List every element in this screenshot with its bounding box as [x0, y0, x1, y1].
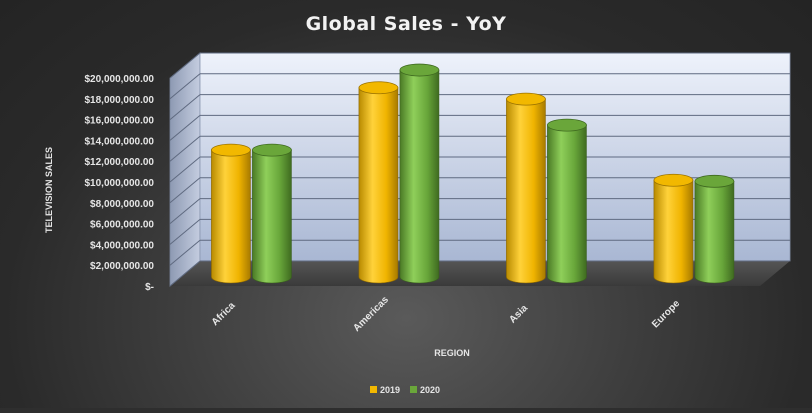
bar-body: [506, 98, 546, 284]
x-axis-ticks: Africa Americas Asia Europe: [210, 294, 683, 334]
y-tick-label: $2,000,000.00: [90, 261, 154, 272]
bar: [358, 81, 399, 284]
bar-body: [653, 179, 694, 284]
bar-top: [252, 143, 292, 157]
gridline-side: [169, 156, 201, 183]
y-tick-label: $6,000,000.00: [90, 220, 154, 231]
gridline-side: [169, 177, 201, 204]
legend-label: 2020: [420, 385, 440, 395]
bar-top: [653, 173, 694, 187]
gridline-side: [169, 198, 201, 224]
y-tick-label: $20,000,000.00: [84, 74, 154, 85]
y-tick-label: $18,000,000.00: [84, 95, 154, 106]
legend-swatch: [410, 386, 417, 393]
y-tick-label: $4,000,000.00: [90, 240, 154, 251]
bar-top: [547, 118, 587, 132]
legend-label: 2019: [380, 385, 400, 395]
bar-body: [547, 124, 587, 284]
bar: [399, 63, 440, 284]
bar-body: [694, 181, 735, 284]
chart-title: Global Sales - YoY: [306, 13, 507, 35]
gridline-side: [169, 135, 201, 162]
gridline-side: [169, 219, 201, 245]
bar: [653, 173, 694, 284]
bar-top: [506, 92, 546, 106]
y-tick-label: $10,000,000.00: [84, 178, 154, 189]
plot-floor: [170, 261, 790, 286]
bar-top: [694, 174, 735, 188]
gridline-side: [169, 73, 201, 100]
legend: 2019 2020: [370, 385, 440, 395]
bar: [694, 174, 735, 284]
x-tick-label: Africa: [210, 300, 238, 328]
bar: [211, 143, 251, 284]
gridline-side: [169, 239, 201, 266]
x-tick-label: Europe: [650, 298, 682, 330]
x-tick-label: Asia: [507, 303, 530, 326]
bar-top: [399, 63, 440, 77]
bar: [547, 118, 587, 284]
x-axis-label: REGION: [434, 348, 470, 358]
bar: [252, 143, 292, 284]
y-tick-label: $16,000,000.00: [84, 116, 154, 127]
bar: [506, 92, 546, 284]
bar-body: [252, 149, 292, 284]
gridline-side: [169, 260, 201, 287]
x-tick-label: Americas: [351, 294, 391, 334]
bar-top: [211, 143, 251, 157]
bar-body: [399, 69, 440, 284]
gridline-side: [169, 52, 201, 79]
gridline-side: [169, 94, 201, 120]
bar-body: [358, 87, 399, 284]
y-tick-label: $-: [145, 282, 154, 293]
gridline-side: [169, 115, 201, 141]
bar-top: [358, 81, 399, 95]
legend-swatch: [370, 386, 377, 393]
y-tick-label: $12,000,000.00: [84, 157, 154, 168]
y-axis-ticks: $- $2,000,000.00 $4,000,000.00 $6,000,000.0…: [84, 74, 154, 293]
y-tick-label: $8,000,000.00: [90, 199, 154, 210]
bar-body: [211, 149, 251, 284]
bars: [211, 63, 735, 284]
y-tick-label: $14,000,000.00: [84, 136, 154, 147]
y-axis-label: TELEVISION SALES: [44, 147, 54, 233]
